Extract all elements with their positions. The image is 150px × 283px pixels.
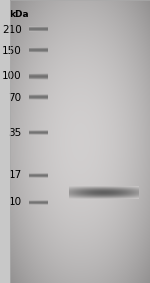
Text: 100: 100 <box>2 71 22 82</box>
Text: kDa: kDa <box>9 10 29 19</box>
Text: 10: 10 <box>9 197 22 207</box>
Text: 70: 70 <box>9 93 22 103</box>
Text: 210: 210 <box>2 25 22 35</box>
Text: 17: 17 <box>8 170 22 181</box>
Text: 35: 35 <box>8 128 22 138</box>
Text: 150: 150 <box>2 46 22 56</box>
